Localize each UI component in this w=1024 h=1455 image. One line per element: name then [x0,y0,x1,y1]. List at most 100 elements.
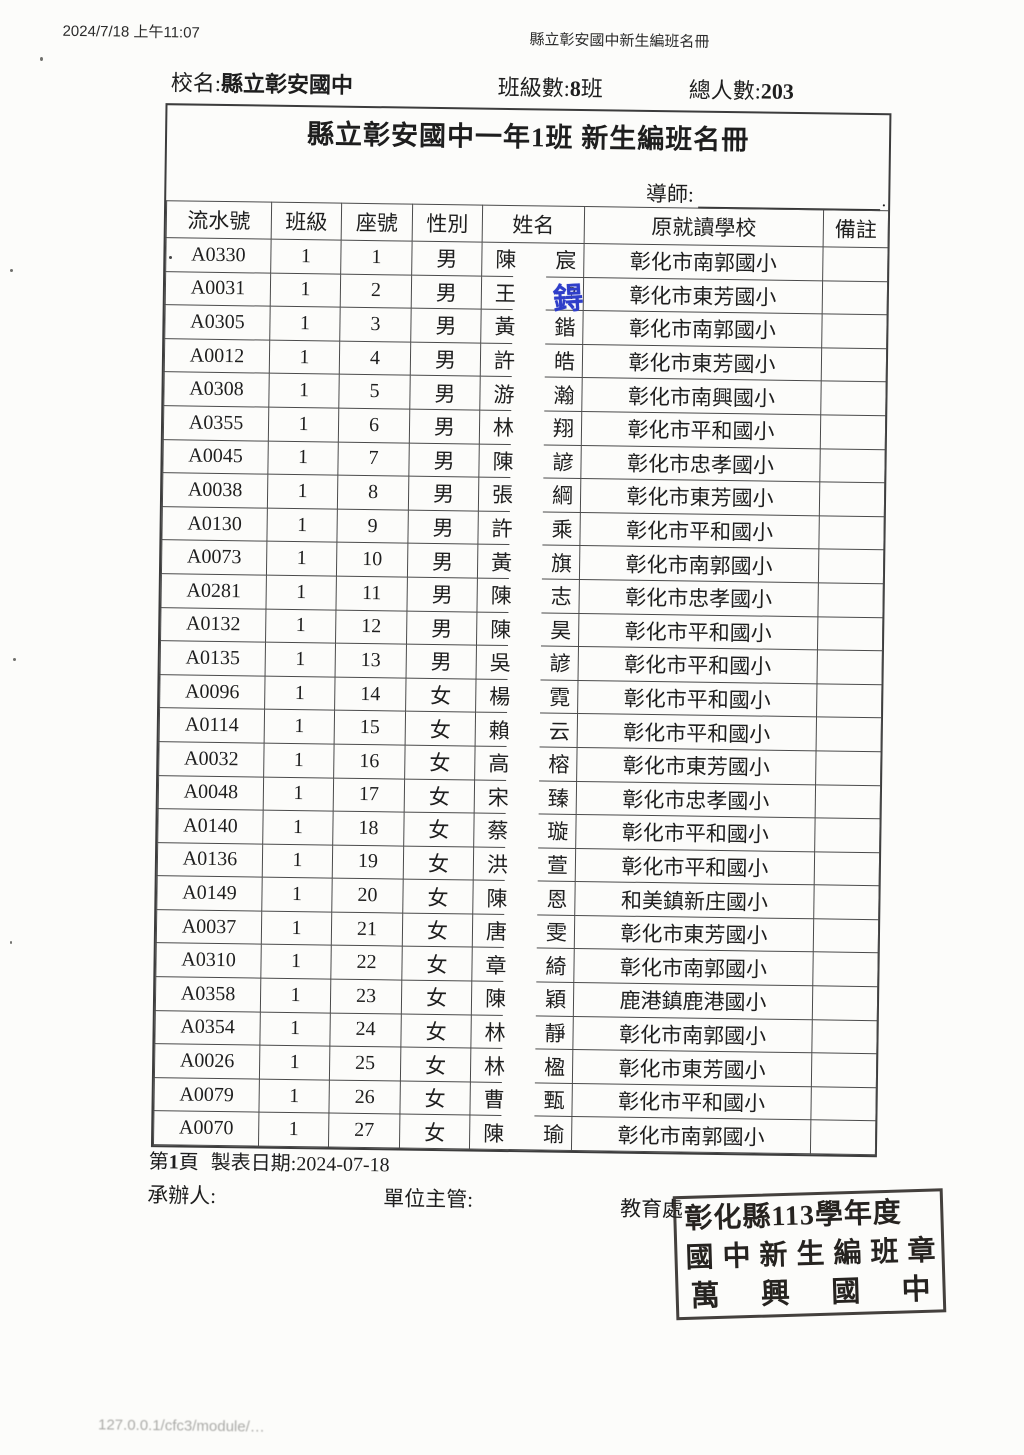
remark-cell [822,280,888,315]
class-cell: 1 [258,1078,330,1114]
class-cell: 1 [267,474,338,509]
class-count-line: 班級數:8班 [498,70,604,103]
serial-cell: A0038 [162,472,268,508]
class-cell: 1 [269,306,341,341]
surname: 賴 [488,718,510,743]
given-name: 皓 [553,349,576,374]
page-footer-line: 第1頁 製表日期:2024-07-18 [149,1145,390,1177]
roster-table-frame: 縣立彰安國中一年1班 新生編班名冊 導師: . 流水號 班級 座號 性別 姓名 原就讀學校… [150,103,892,1158]
given-name: 綺 [545,954,567,979]
class-cell: 1 [269,339,340,375]
gender-cell: 女 [402,912,473,948]
class-cell: 1 [263,776,334,812]
previous-school-cell: 彰化市平和國小 [575,848,815,886]
previous-school-cell: 彰化市平和國小 [571,1083,812,1121]
gender-cell: 男 [411,241,483,276]
serial-cell: A0140 [157,808,264,844]
remark-cell [816,649,883,685]
seat-cell: 15 [334,710,406,745]
seat-cell: 23 [330,979,402,1014]
given-name: 雯 [545,920,568,946]
class-count-suffix: 班 [580,75,604,102]
previous-school-cell: 彰化市南郭國小 [582,310,823,348]
serial-cell: A0310 [155,943,262,979]
serial-cell: A0079 [153,1077,260,1113]
seat-cell: 26 [328,1079,401,1115]
previous-school-cell: 彰化市東芳國小 [583,277,823,315]
serial-cell: A0026 [154,1043,260,1079]
surname: 洪 [486,852,509,878]
remark-cell [811,1053,877,1088]
gender-cell: 男 [406,577,478,612]
remark-cell [817,582,884,618]
seat-cell: 5 [338,374,411,410]
previous-school-cell: 彰化市平和國小 [575,814,816,852]
surname: 唐 [485,919,508,945]
given-name: 霓 [549,685,571,710]
previous-school-cell: 彰化市東芳國小 [572,1049,812,1087]
given-name: 瑜 [542,1122,565,1147]
surname: 章 [485,953,507,978]
gender-cell: 女 [400,1013,472,1049]
stamp-line3-school-name: 萬興國中 [686,1271,935,1317]
remark-cell [822,246,889,282]
remark-cell [820,414,886,450]
given-name: 志 [550,584,572,610]
school-name: 縣立彰安國中 [220,70,354,98]
seat-cell: 21 [331,911,403,947]
seat-cell: 17 [333,777,405,813]
previous-school-cell: 和美鎮新庄國小 [574,881,815,919]
class-cell: 1 [262,843,333,879]
stamp-school-char: 中 [901,1273,932,1307]
gender-cell: 女 [401,980,472,1015]
gender-cell: 男 [406,644,477,679]
class-cell: 1 [265,575,337,610]
supervisor-signature-label: 單位主管: [383,1186,474,1212]
class-cell: 1 [265,642,336,677]
class-count-value: 8 [569,75,582,101]
seat-cell: 7 [337,441,410,477]
serial-cell: A0136 [157,842,263,878]
serial-cell: A0149 [156,875,263,911]
surname: 蔡 [487,819,509,844]
serial-cell: A0358 [155,976,261,1012]
previous-school-cell: 彰化市南郭國小 [571,1116,811,1154]
serial-cell: A0070 [153,1111,259,1147]
seat-cell: 3 [339,307,412,342]
given-name: 璇 [547,819,569,845]
remark-cell [810,1120,876,1155]
serial-cell: A0354 [154,1010,261,1046]
surname: 高 [488,751,510,777]
remark-cell [812,952,879,987]
remark-cell [816,683,882,719]
given-name: 萱 [546,853,569,878]
serial-cell: A0308 [163,372,270,408]
class-cell: 1 [270,239,342,274]
seat-cell: 19 [332,844,404,880]
scan-speck [10,941,12,944]
school-name-line: 校名:縣立彰安國中 [171,65,354,100]
scan-speck [10,269,13,272]
gender-cell: 女 [404,744,476,780]
column-header: 座號 [341,203,413,242]
column-header: 備註 [823,209,889,248]
surname: 吳 [489,651,511,676]
given-name: 瀚 [553,383,575,408]
previous-school-cell: 彰化市平和國小 [581,411,821,449]
teacher-line: 導師: . [646,178,887,212]
serial-cell: A0355 [163,405,269,441]
class-cell: 1 [260,978,331,1013]
seat-cell: 16 [333,743,406,779]
given-name: 乘 [551,517,573,542]
class-cell: 1 [261,910,332,946]
seat-cell: 18 [332,811,405,846]
given-name: 穎 [544,987,567,1013]
remark-cell [813,918,879,954]
teacher-line-dot: . [881,190,887,211]
serial-cell: A0130 [161,506,268,542]
given-name: 諺 [549,652,571,677]
given-name: 榕 [548,752,570,778]
gender-cell: 女 [403,845,474,881]
previous-school-cell: 彰化市南郭國小 [583,243,824,281]
